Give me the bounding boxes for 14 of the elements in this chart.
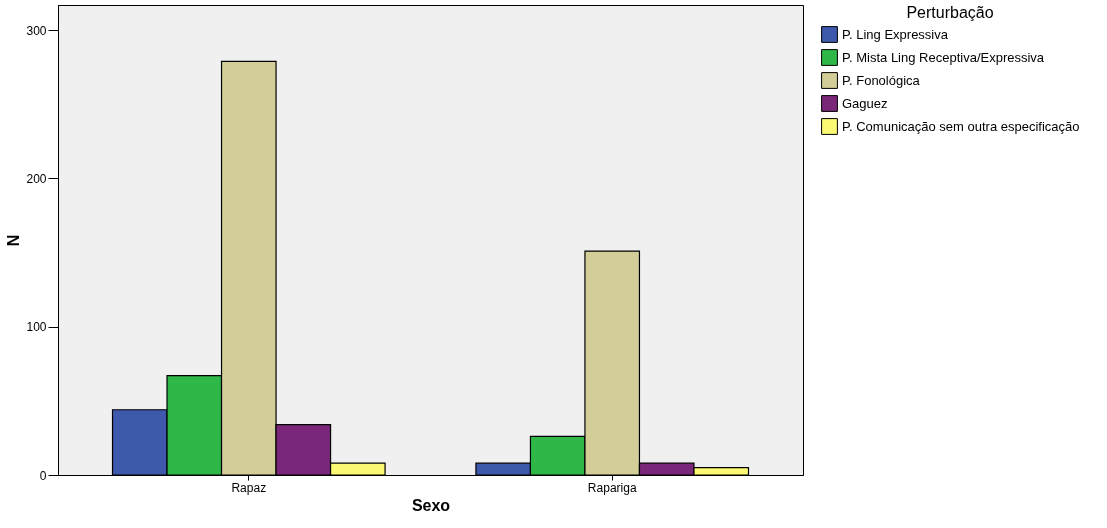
legend-label: P. Mista Ling Receptiva/Expressiva bbox=[842, 49, 1045, 65]
legend-title: Perturbação bbox=[906, 4, 994, 21]
x-tick-label: Rapariga bbox=[587, 480, 637, 495]
x-axis-title: Sexo bbox=[411, 496, 451, 514]
legend-label: Gaguez bbox=[842, 95, 888, 111]
y-tick-label: 0 bbox=[39, 468, 47, 483]
legend-label: P. Ling Expressiva bbox=[842, 26, 949, 42]
x-tick-label: Rapaz bbox=[231, 480, 267, 495]
legend-label: P. Comunicação sem outra especificação bbox=[842, 118, 1080, 134]
y-tick-label: 200 bbox=[26, 171, 47, 186]
y-tick-label: 100 bbox=[26, 320, 47, 335]
y-axis-title: N bbox=[5, 234, 23, 247]
legend-label: P. Fonológica bbox=[842, 72, 921, 88]
y-tick-label: 300 bbox=[26, 23, 47, 38]
